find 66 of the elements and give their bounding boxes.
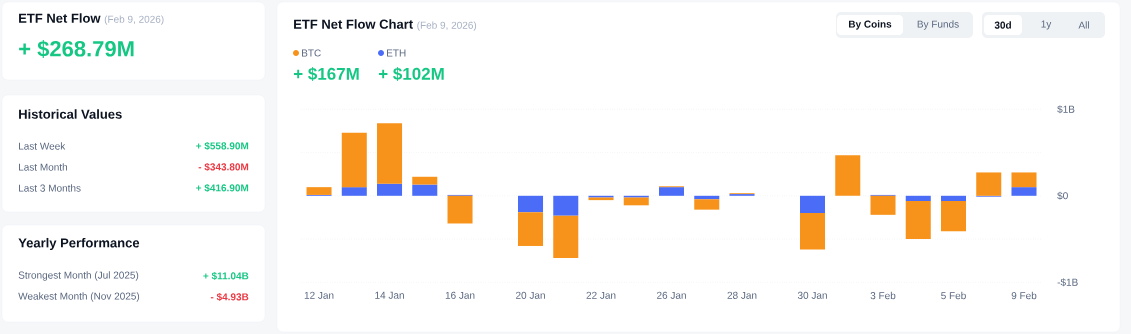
bar (412, 184, 438, 196)
x-tick-label: 3 Feb (870, 291, 896, 300)
category-label: Weakest Month (Nov 2025) (18, 292, 140, 302)
bar (799, 195, 826, 214)
bar (553, 215, 579, 259)
bar (553, 195, 579, 216)
text: + $558.90M (196, 141, 249, 151)
text: + $167M (293, 67, 359, 81)
text: + $102M (378, 67, 444, 81)
text: 30d (994, 21, 1011, 29)
bar (940, 200, 967, 232)
bar (976, 172, 1002, 196)
category-label: Last Month (19, 163, 68, 171)
x-tick-label: 20 Jan (516, 291, 545, 299)
bar (341, 187, 367, 196)
x-tick-label: 28 Jan (727, 291, 757, 299)
bar (623, 197, 649, 206)
x-tick-label: 5 Feb (941, 291, 966, 300)
text: Yearly Performance (18, 237, 140, 251)
text: All (1078, 21, 1089, 29)
x-tick-label: 9 Feb (1011, 291, 1037, 300)
category-label: Last Week (19, 142, 66, 150)
x-tick-label: 16 Jan (445, 291, 475, 299)
bar (1011, 172, 1037, 188)
bar (518, 195, 544, 213)
bar (412, 176, 438, 185)
x-tick-label: 22 Jan (586, 291, 616, 299)
y-tick-label: $1B (1057, 105, 1075, 114)
text: By Funds (917, 20, 959, 30)
bar (870, 195, 896, 215)
bar (518, 212, 544, 246)
bar (799, 213, 826, 250)
text: + $11.04B (203, 271, 249, 281)
text: (Feb 9, 2026) (104, 15, 164, 25)
text: - $343.80M (198, 162, 249, 172)
bar (377, 123, 403, 184)
x-tick-label: 12 Jan (304, 291, 334, 299)
bar (447, 195, 473, 224)
bar (659, 187, 685, 196)
legend-label: ETH (387, 49, 406, 57)
text: + $268.79M (19, 40, 134, 58)
bar (377, 183, 403, 196)
legend-label: BTC (302, 49, 321, 57)
x-tick-label: 26 Jan (657, 291, 686, 299)
bar (306, 187, 332, 195)
category-label: Strongest Month (Jul 2025) (18, 271, 139, 281)
bar (341, 132, 367, 188)
text: ETF Net Flow (19, 13, 101, 23)
bar (940, 195, 967, 201)
text: - $4.93B (210, 292, 249, 302)
bar (694, 199, 720, 210)
text: By Coins (849, 20, 892, 30)
x-tick-label: 30 Jan (797, 291, 827, 299)
chart-subtitle: (Feb 9, 2026) (417, 21, 477, 31)
y-tick-label: $0 (1057, 191, 1068, 200)
bar (905, 195, 931, 201)
chart-title: ETF Net Flow Chart (294, 19, 413, 29)
bar (905, 200, 931, 240)
text: 1y (1041, 20, 1052, 30)
x-tick-label: 14 Jan (375, 291, 404, 299)
text: + $416.90M (196, 183, 249, 193)
bar (835, 155, 861, 196)
category-label: Last 3 Months (19, 184, 81, 192)
text: Historical Values (19, 109, 122, 119)
bar (1011, 187, 1037, 196)
y-tick-label: -$1B (1057, 278, 1078, 287)
